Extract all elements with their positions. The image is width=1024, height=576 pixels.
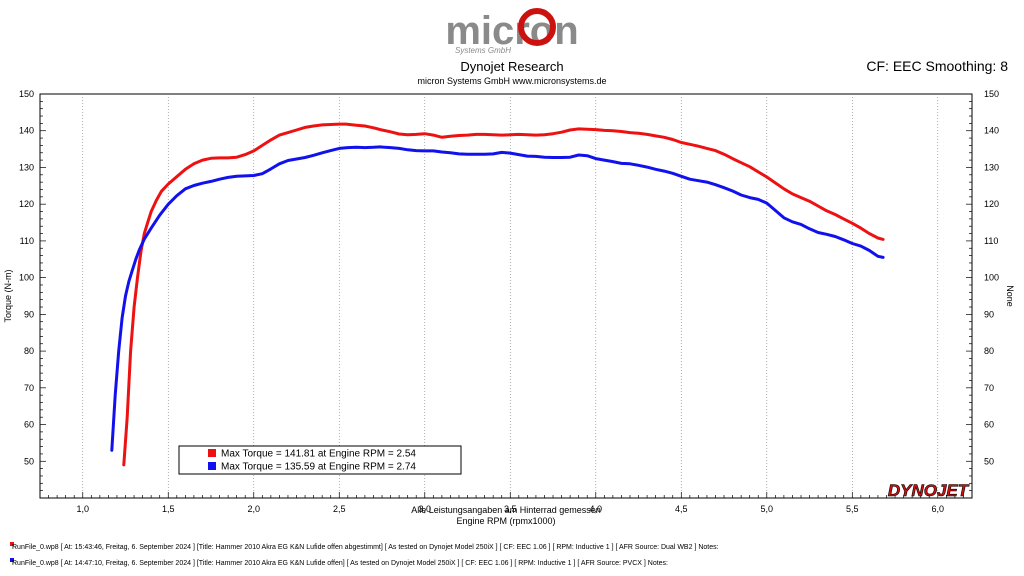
x-tick-label-9: 5,5 <box>846 504 859 514</box>
x-tick-label-2: 2,0 <box>248 504 261 514</box>
micron-logo: micron Systems GmbH <box>445 8 579 55</box>
legend: Max Torque = 141.81 at Engine RPM = 2.54… <box>178 445 462 475</box>
legend-label-red: Max Torque = 141.81 at Engine RPM = 2.54 <box>221 449 416 460</box>
y-tick-label-left-1: 60 <box>24 420 34 430</box>
cf-text: CF: EEC Smoothing: 8 <box>866 58 1008 74</box>
y-tick-label-left-9: 140 <box>19 126 34 136</box>
axis-ticks <box>40 93 973 498</box>
y-tick-label-left-10: 150 <box>19 89 34 99</box>
y-tick-label-left-5: 100 <box>19 273 34 283</box>
y-tick-label-right-3: 80 <box>984 346 994 356</box>
run2-info: RunFile_0.wp8 [ At: 14:47:10, Freitag, 6… <box>12 560 668 567</box>
y-tick-label-right-7: 120 <box>984 199 999 209</box>
run1-color-marker <box>10 542 14 546</box>
y-tick-label-left-4: 90 <box>24 309 34 319</box>
chart-title: Dynojet Research <box>460 59 563 74</box>
y-tick-labels-right: 50 60 70 80 90 100 110 120 130 140 150 <box>984 89 999 466</box>
y-tick-label-left-8: 130 <box>19 162 34 172</box>
logo-ring-icon <box>518 8 556 46</box>
logo-subtext: Systems GmbH <box>455 46 511 55</box>
x-tick-label-1: 1,5 <box>162 504 175 514</box>
x-tick-label-5: 3,5 <box>504 504 517 514</box>
run1-info: RunFile_0.wp8 [ At: 15:43:46, Freitag, 6… <box>12 544 719 551</box>
dynojet-logo: DYNOJET <box>888 481 970 500</box>
y-tick-label-left-0: 50 <box>24 456 34 466</box>
y-tick-label-right-4: 90 <box>984 309 994 319</box>
y-tick-label-left-7: 120 <box>19 199 34 209</box>
y-tick-label-right-1: 60 <box>984 420 994 430</box>
y-tick-label-right-10: 150 <box>984 89 999 99</box>
y-tick-label-left-3: 80 <box>24 346 34 356</box>
logo-text: micron <box>445 9 578 53</box>
x-tick-label-0: 1,0 <box>76 504 89 514</box>
series-line-red <box>122 122 885 467</box>
y-axis-label-right: None <box>1005 285 1015 307</box>
legend-label-blue: Max Torque = 135.59 at Engine RPM = 2.74 <box>221 462 416 473</box>
x-tick-label-8: 5,0 <box>761 504 774 514</box>
x-tick-label-6: 4,0 <box>590 504 603 514</box>
y-tick-label-right-2: 70 <box>984 383 994 393</box>
legend-swatch-blue <box>208 462 216 470</box>
x-tick-label-10: 6,0 <box>932 504 945 514</box>
chart-subtitle: micron Systems GmbH www.micronsystems.de <box>417 76 606 86</box>
x-tick-label-4: 3,0 <box>419 504 432 514</box>
plot-area <box>39 93 973 499</box>
y-tick-label-left-2: 70 <box>24 383 34 393</box>
legend-swatch-red <box>208 449 216 457</box>
y-tick-labels-left: 50 60 70 80 90 100 110 120 130 140 150 <box>19 89 34 466</box>
x-tick-label-7: 4,5 <box>675 504 688 514</box>
y-tick-label-left-6: 110 <box>20 236 34 246</box>
y-axis-label: Torque (N-m) <box>3 269 13 322</box>
y-tick-label-right-6: 110 <box>984 236 998 246</box>
series-line-blue <box>110 145 885 452</box>
legend-box <box>178 445 462 475</box>
y-tick-label-right-0: 50 <box>984 456 994 466</box>
x-axis-label: Engine RPM (rpmx1000) <box>456 516 555 526</box>
measurement-note: Alle Leistungsangaben am Hinterrad gemes… <box>411 505 601 515</box>
y-tick-label-right-8: 130 <box>984 162 999 172</box>
grid <box>82 94 939 498</box>
run2-color-marker <box>10 558 14 562</box>
y-tick-label-right-9: 140 <box>984 126 999 136</box>
x-tick-labels: 1,0 1,5 2,0 2,5 3,0 3,5 4,0 4,5 5,0 5,5 … <box>76 504 944 514</box>
x-tick-label-3: 2,5 <box>333 504 346 514</box>
y-tick-label-right-5: 100 <box>984 273 999 283</box>
